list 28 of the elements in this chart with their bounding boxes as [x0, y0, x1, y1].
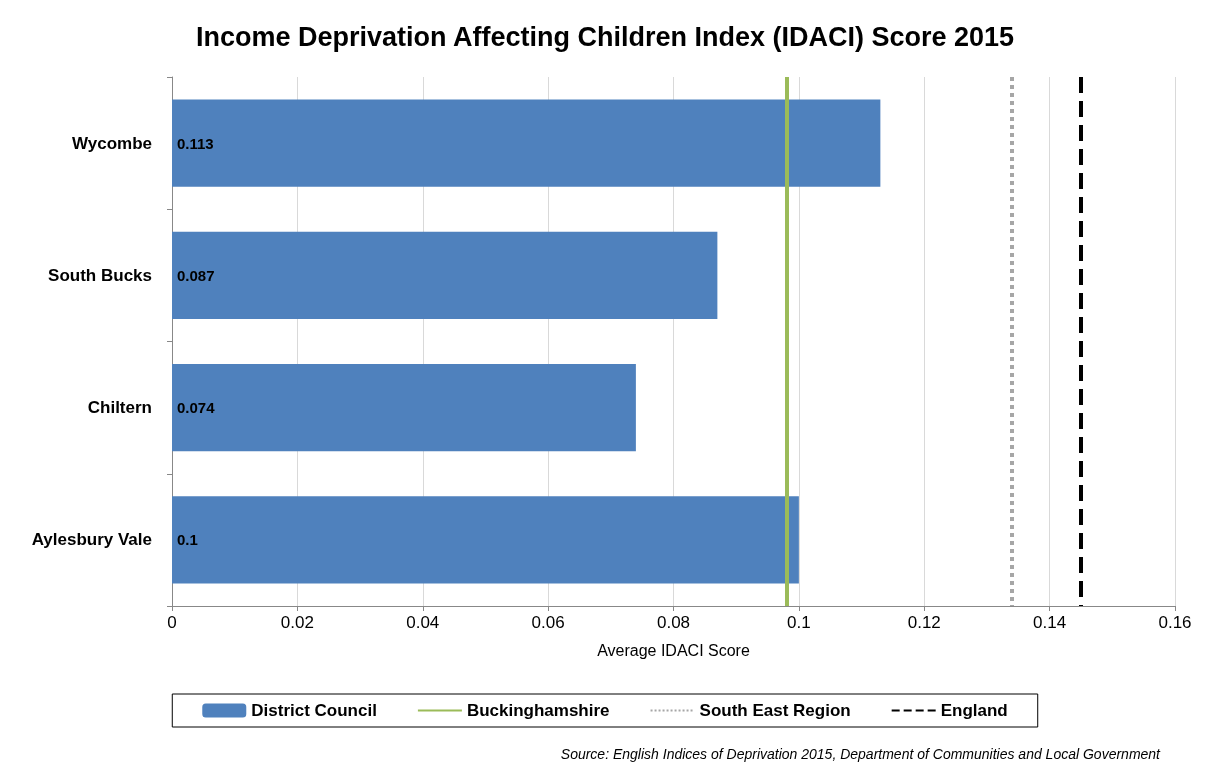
x-tick-label: 0.04 — [406, 613, 440, 632]
x-tick-label: 0 — [167, 613, 177, 632]
data-label: 0.087 — [177, 266, 215, 284]
x-tick-label: 0.16 — [1158, 613, 1192, 632]
source-note: Source: English Indices of Deprivation 2015, Department of Communities and Local Government — [560, 746, 1162, 762]
x-tick-label: 0.12 — [907, 613, 941, 632]
chart-title: Income Deprivation Affecting Children Index (IDACI) Score 2015 — [195, 21, 1015, 52]
x-tick-label: 0.08 — [656, 613, 691, 632]
legend-label: England — [940, 701, 1008, 720]
legend-label: District Council — [251, 701, 377, 720]
bar — [172, 231, 718, 320]
data-label: 0.074 — [177, 399, 216, 417]
x-axis-title: Average IDACI Score — [597, 641, 750, 659]
data-label: 0.113 — [177, 134, 214, 152]
bar — [172, 363, 636, 452]
data-label: 0.1 — [177, 531, 198, 549]
y-tick-label: South Bucks — [48, 265, 152, 285]
x-tick-label: 0.14 — [1033, 613, 1067, 632]
legend-label: South East Region — [699, 701, 851, 720]
y-tick-label: Aylesbury Vale — [31, 530, 152, 550]
legend-label: Buckinghamshire — [466, 701, 610, 720]
bar — [172, 99, 881, 187]
x-tick-label: 0.06 — [531, 613, 565, 632]
x-tick-label: 0.02 — [280, 613, 314, 632]
y-tick-label: Chiltern — [87, 398, 152, 418]
x-tick-label: 0.1 — [787, 613, 811, 632]
y-tick-label: Wycombe — [72, 133, 152, 153]
bar — [172, 496, 799, 584]
